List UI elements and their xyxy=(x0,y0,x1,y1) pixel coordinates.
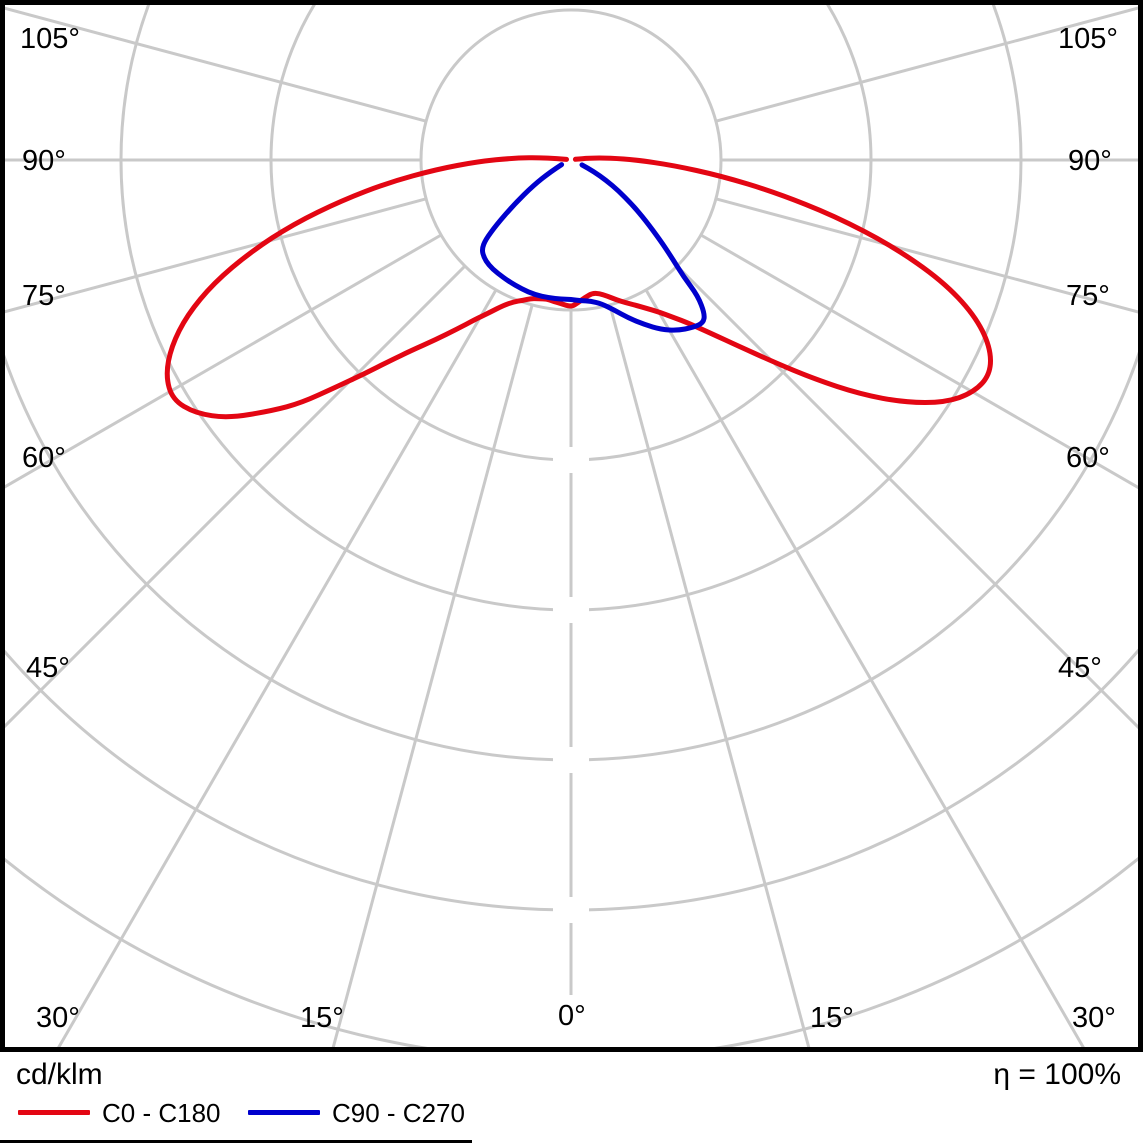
chart-area: 105° 90° 75° 60° 45° 30° 15° 0° 15° 30° 45° 60° 75° 9… xyxy=(0,0,1143,1052)
legend-label-c90-c270: C90 - C270 xyxy=(332,1098,465,1128)
unit-label: cd/klm xyxy=(16,1058,103,1091)
curve-c0-c180 xyxy=(164,155,994,420)
efficiency-label: η = 100% xyxy=(993,1058,1121,1091)
legend-line-c90-c270 xyxy=(248,1110,320,1115)
polar-grid-and-curves xyxy=(0,0,1143,1052)
legend-label-c0-c180: C0 - C180 xyxy=(102,1098,221,1128)
curve-c90-c270 xyxy=(480,162,707,333)
bottom-rule xyxy=(0,1140,472,1143)
legend-line-c0-c180 xyxy=(18,1110,90,1115)
